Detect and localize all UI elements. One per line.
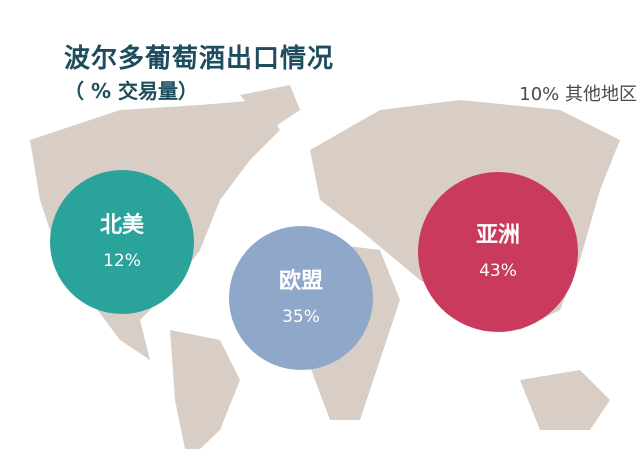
other-regions-label: 10% 其他地区 <box>519 84 637 105</box>
bubble-region-label: 亚洲 <box>476 223 520 248</box>
bubble-region-label: 北美 <box>100 212 145 238</box>
bubble-1 <box>229 226 373 370</box>
bubble-value-label: 35% <box>282 307 320 327</box>
chart-subtitle: （ % 交易量） <box>64 79 198 103</box>
bubble-value-label: 43% <box>479 261 517 281</box>
bubble-value-label: 12% <box>103 251 141 271</box>
bubble-region-label: 欧盟 <box>279 268 323 294</box>
bubble-0 <box>50 170 194 314</box>
bubble-2 <box>418 172 578 332</box>
chart-title: 波尔多葡萄酒出口情况 <box>64 44 335 74</box>
